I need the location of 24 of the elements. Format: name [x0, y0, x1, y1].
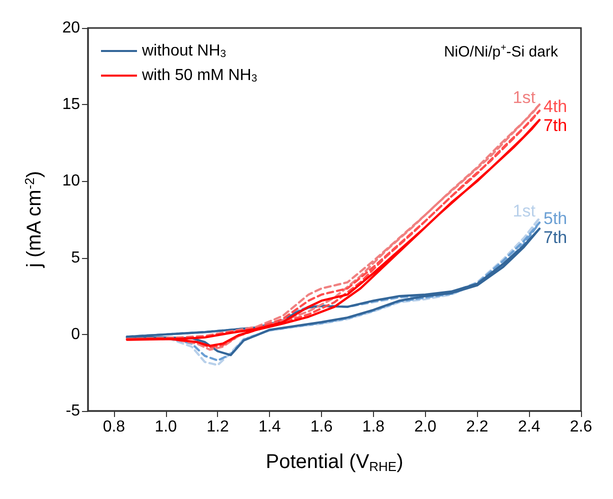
x-tick-label: 1.6 [310, 418, 333, 436]
x-tick-label: 2.0 [414, 418, 437, 436]
x-tick-label: 1.0 [154, 418, 178, 436]
y-axis-title: j (mA cm-2) [22, 170, 46, 268]
x-tick-label: 0.8 [102, 418, 126, 436]
annotation: 7th [543, 228, 568, 248]
y-tick-label: 20 [62, 20, 80, 36]
x-tick-label: 1.2 [206, 418, 229, 436]
x-tick-label: 2.6 [570, 418, 592, 436]
annotation: 4th [543, 97, 568, 116]
x-tick-label: 1.8 [362, 418, 385, 436]
annotation: 1st [512, 88, 536, 108]
y-tick-label: 15 [62, 96, 80, 114]
x-tick-label: 2.4 [518, 418, 540, 436]
y-tick-label: 10 [62, 172, 80, 190]
annotation: 7th [543, 116, 568, 136]
y-tick-label: -5 [66, 402, 80, 420]
y-tick-label: 5 [71, 249, 80, 266]
annotation: 5th [543, 209, 568, 228]
x-tick-label: 2.2 [466, 418, 488, 436]
text: NiO/Ni/p+-Si dark [444, 42, 558, 60]
annotation: 1st [512, 201, 536, 220]
y-tick-label: 0 [71, 326, 80, 343]
x-tick-label: 1.4 [258, 418, 281, 436]
